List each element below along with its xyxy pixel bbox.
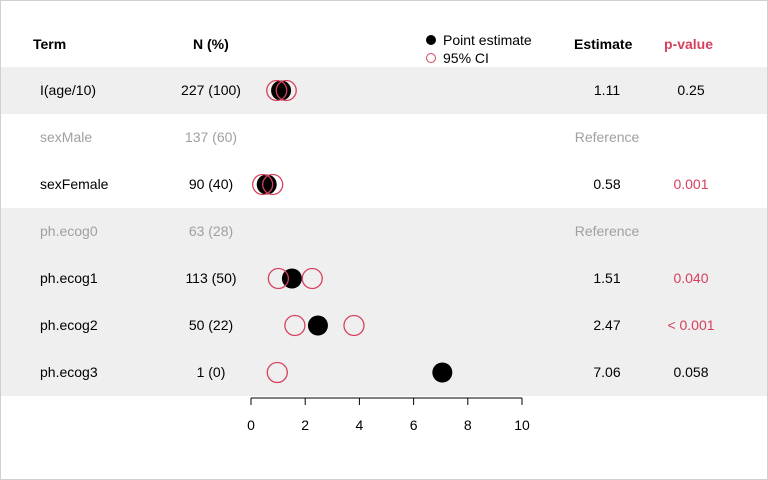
term-cell: ph.ecog3 (40, 364, 98, 380)
ci-upper-marker (262, 173, 284, 196)
term-cell: sexMale (40, 129, 93, 145)
pvalue-cell: 0.058 (673, 364, 709, 380)
estimate-cell: 2.47 (593, 317, 621, 333)
table-row: ph.ecog0 63 (28) Reference (1, 208, 767, 254)
ci-lower-marker (266, 361, 288, 384)
pvalue-header: p-value (664, 36, 714, 52)
point-estimate-marker (271, 80, 292, 101)
estimate-cell: 1.51 (593, 270, 621, 286)
legend-point-estimate: Point estimate (423, 31, 532, 49)
pvalue-cell: < 0.001 (667, 317, 715, 333)
ci-lower-marker (266, 79, 288, 102)
x-tick-label: 4 (356, 417, 364, 433)
row-band (1, 349, 767, 396)
table-row: ph.ecog3 1 (0) 7.06 0.058 (1, 349, 767, 395)
x-tick-label: 2 (301, 417, 309, 433)
term-cell: ph.ecog1 (40, 270, 98, 286)
legend: Point estimate 95% CI (423, 31, 532, 67)
table-row: sexFemale 90 (40) 0.58 0.001 (1, 161, 767, 207)
table-row: ph.ecog2 50 (22) 2.47 < 0.001 (1, 302, 767, 348)
n-cell: 113 (50) (185, 270, 237, 286)
n-cell: 90 (40) (188, 176, 234, 192)
n-header: N (%) (193, 36, 229, 52)
n-cell: 137 (60) (184, 129, 238, 145)
estimate-cell: Reference (574, 129, 640, 145)
row-band (1, 208, 767, 255)
row-band (1, 67, 767, 114)
estimate-cell: 1.11 (593, 82, 621, 98)
filled-dot-icon (426, 35, 436, 45)
table-row: sexMale 137 (60) Reference (1, 114, 767, 160)
estimate-header: Estimate (574, 36, 633, 52)
ci-upper-marker (343, 314, 365, 337)
legend-point-label: Point estimate (443, 32, 532, 48)
ci-lower-marker (267, 267, 290, 290)
pvalue-cell: 0.001 (673, 176, 709, 192)
n-cell: 1 (0) (196, 364, 226, 380)
x-tick-label: 0 (247, 417, 255, 433)
pvalue-cell: 0.040 (673, 270, 709, 286)
term-cell: ph.ecog2 (40, 317, 98, 333)
ci-upper-marker (301, 267, 323, 290)
ci-upper-marker (275, 79, 297, 102)
legend-ci: 95% CI (423, 49, 532, 67)
table-row: ph.ecog1 113 (50) 1.51 0.040 (1, 255, 767, 301)
estimate-cell: 0.58 (593, 176, 621, 192)
term-header: Term (33, 36, 67, 52)
term-cell: ph.ecog0 (40, 223, 98, 239)
pvalue-cell: 0.25 (677, 82, 705, 98)
estimate-cell: Reference (574, 223, 640, 239)
estimate-cell: 7.06 (593, 364, 621, 380)
open-circle-icon (426, 53, 436, 63)
legend-ci-label: 95% CI (443, 50, 489, 66)
term-cell: I(age/10) (40, 82, 97, 98)
point-estimate-marker (307, 315, 328, 336)
row-band (1, 255, 767, 302)
n-cell: 50 (22) (188, 317, 234, 333)
table-row: I(age/10) 227 (100) 1.11 0.25 (1, 67, 767, 113)
point-estimate-marker (256, 174, 277, 195)
ci-lower-marker (252, 173, 274, 196)
point-estimate-marker (432, 362, 453, 383)
x-tick-label: 8 (464, 417, 472, 433)
term-cell: sexFemale (40, 176, 109, 192)
row-band (1, 302, 767, 349)
x-tick-label: 6 (410, 417, 418, 433)
n-cell: 63 (28) (188, 223, 234, 239)
n-cell: 227 (100) (181, 82, 241, 98)
ci-lower-marker (284, 314, 306, 337)
x-tick-label: 10 (514, 417, 530, 433)
